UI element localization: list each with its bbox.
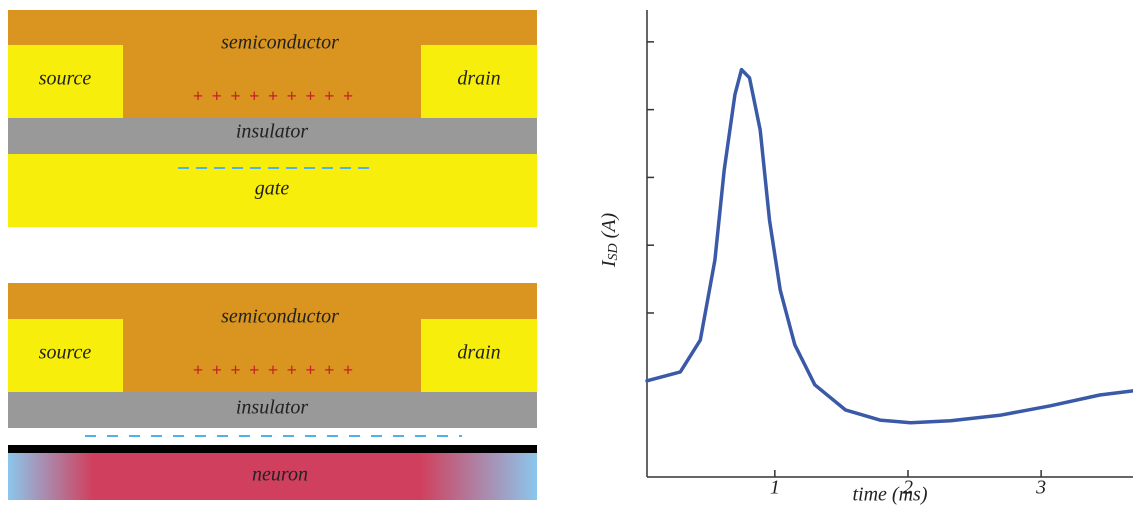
x-axis-label: time (ms) <box>853 484 928 506</box>
label: gate <box>255 178 290 200</box>
neuron-layer <box>8 453 537 500</box>
x-tick-label: 2 <box>903 477 913 499</box>
x-tick-label: 1 <box>770 477 780 499</box>
label: insulator <box>236 121 308 143</box>
data-line <box>645 67 1133 425</box>
y-label-symbol: I <box>598 259 620 268</box>
membrane <box>8 445 537 453</box>
positive-charges: + + + + + + + + + <box>193 86 355 106</box>
positive-charges: + + + + + + + + + <box>193 360 355 380</box>
top-device: semiconductor source drain + + + + + + +… <box>8 10 537 227</box>
label: drain <box>457 68 500 90</box>
source-layer <box>8 319 123 392</box>
label: semiconductor <box>221 32 339 54</box>
drain-layer <box>421 319 537 392</box>
insulator-layer <box>8 392 537 428</box>
bottom-device: semiconductor source drain + + + + + + +… <box>8 283 537 500</box>
chart: time (ms) ISD (A) 1 2 3 <box>598 10 1133 506</box>
label: neuron <box>252 464 308 486</box>
y-label-subscript: SD <box>606 243 621 260</box>
insulator-layer <box>8 118 537 154</box>
drain-layer <box>421 45 537 118</box>
label: source <box>39 68 92 90</box>
source-layer <box>8 45 123 118</box>
label: insulator <box>236 397 308 419</box>
y-label-unit: (A) <box>598 212 620 238</box>
label: drain <box>457 342 500 364</box>
y-axis-label: ISD (A) <box>598 212 622 268</box>
label: source <box>39 342 92 364</box>
x-tick-label: 3 <box>1035 477 1046 499</box>
label: semiconductor <box>221 306 339 328</box>
gate-layer <box>8 154 537 227</box>
